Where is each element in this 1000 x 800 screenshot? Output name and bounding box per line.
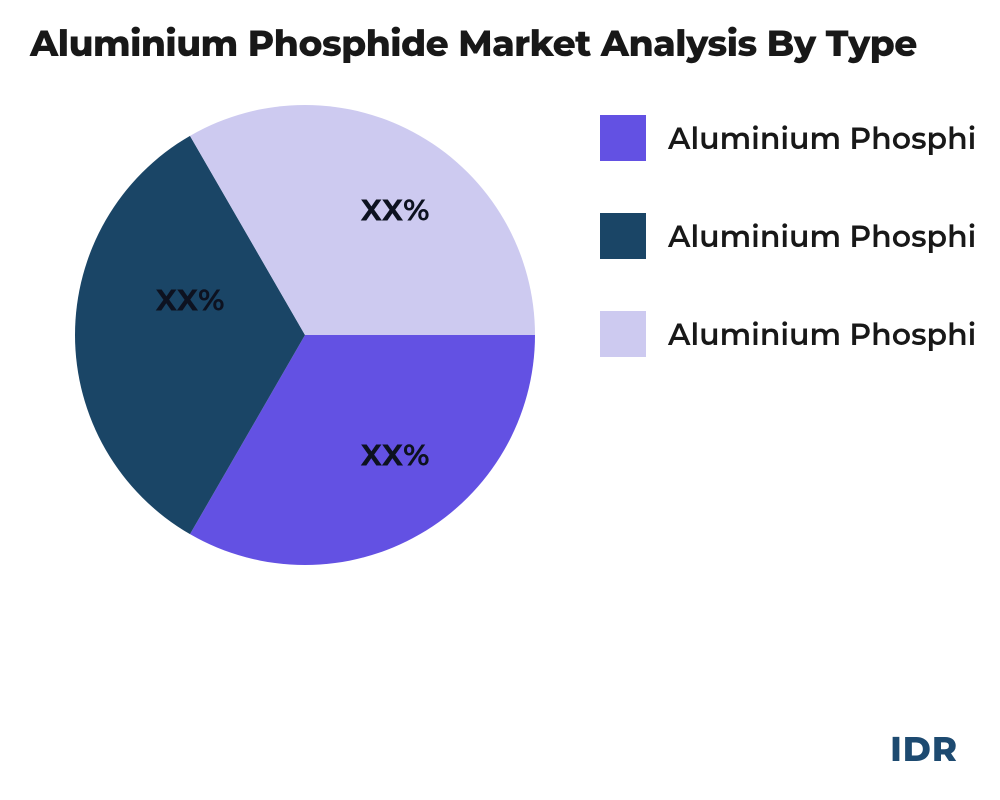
legend-swatch-0 bbox=[600, 115, 646, 161]
legend-item-1: Aluminium Phosphi bbox=[600, 213, 976, 259]
pie-svg bbox=[75, 105, 535, 565]
chart-title: Aluminium Phosphide Market Analysis By T… bbox=[30, 22, 917, 66]
slice-label-0: XX% bbox=[361, 437, 430, 474]
legend-item-0: Aluminium Phosphi bbox=[600, 115, 976, 161]
legend-swatch-1 bbox=[600, 213, 646, 259]
pie-chart: XX% XX% XX% bbox=[75, 105, 535, 565]
legend-swatch-2 bbox=[600, 311, 646, 357]
slice-label-1: XX% bbox=[156, 282, 225, 319]
legend-label-1: Aluminium Phosphi bbox=[668, 218, 976, 255]
footer-brand: IDR bbox=[890, 728, 958, 770]
legend-label-0: Aluminium Phosphi bbox=[668, 120, 976, 157]
legend-label-2: Aluminium Phosphi bbox=[668, 316, 976, 353]
legend: Aluminium Phosphi Aluminium Phosphi Alumin… bbox=[600, 115, 976, 409]
slice-label-2: XX% bbox=[361, 192, 430, 229]
legend-item-2: Aluminium Phosphi bbox=[600, 311, 976, 357]
